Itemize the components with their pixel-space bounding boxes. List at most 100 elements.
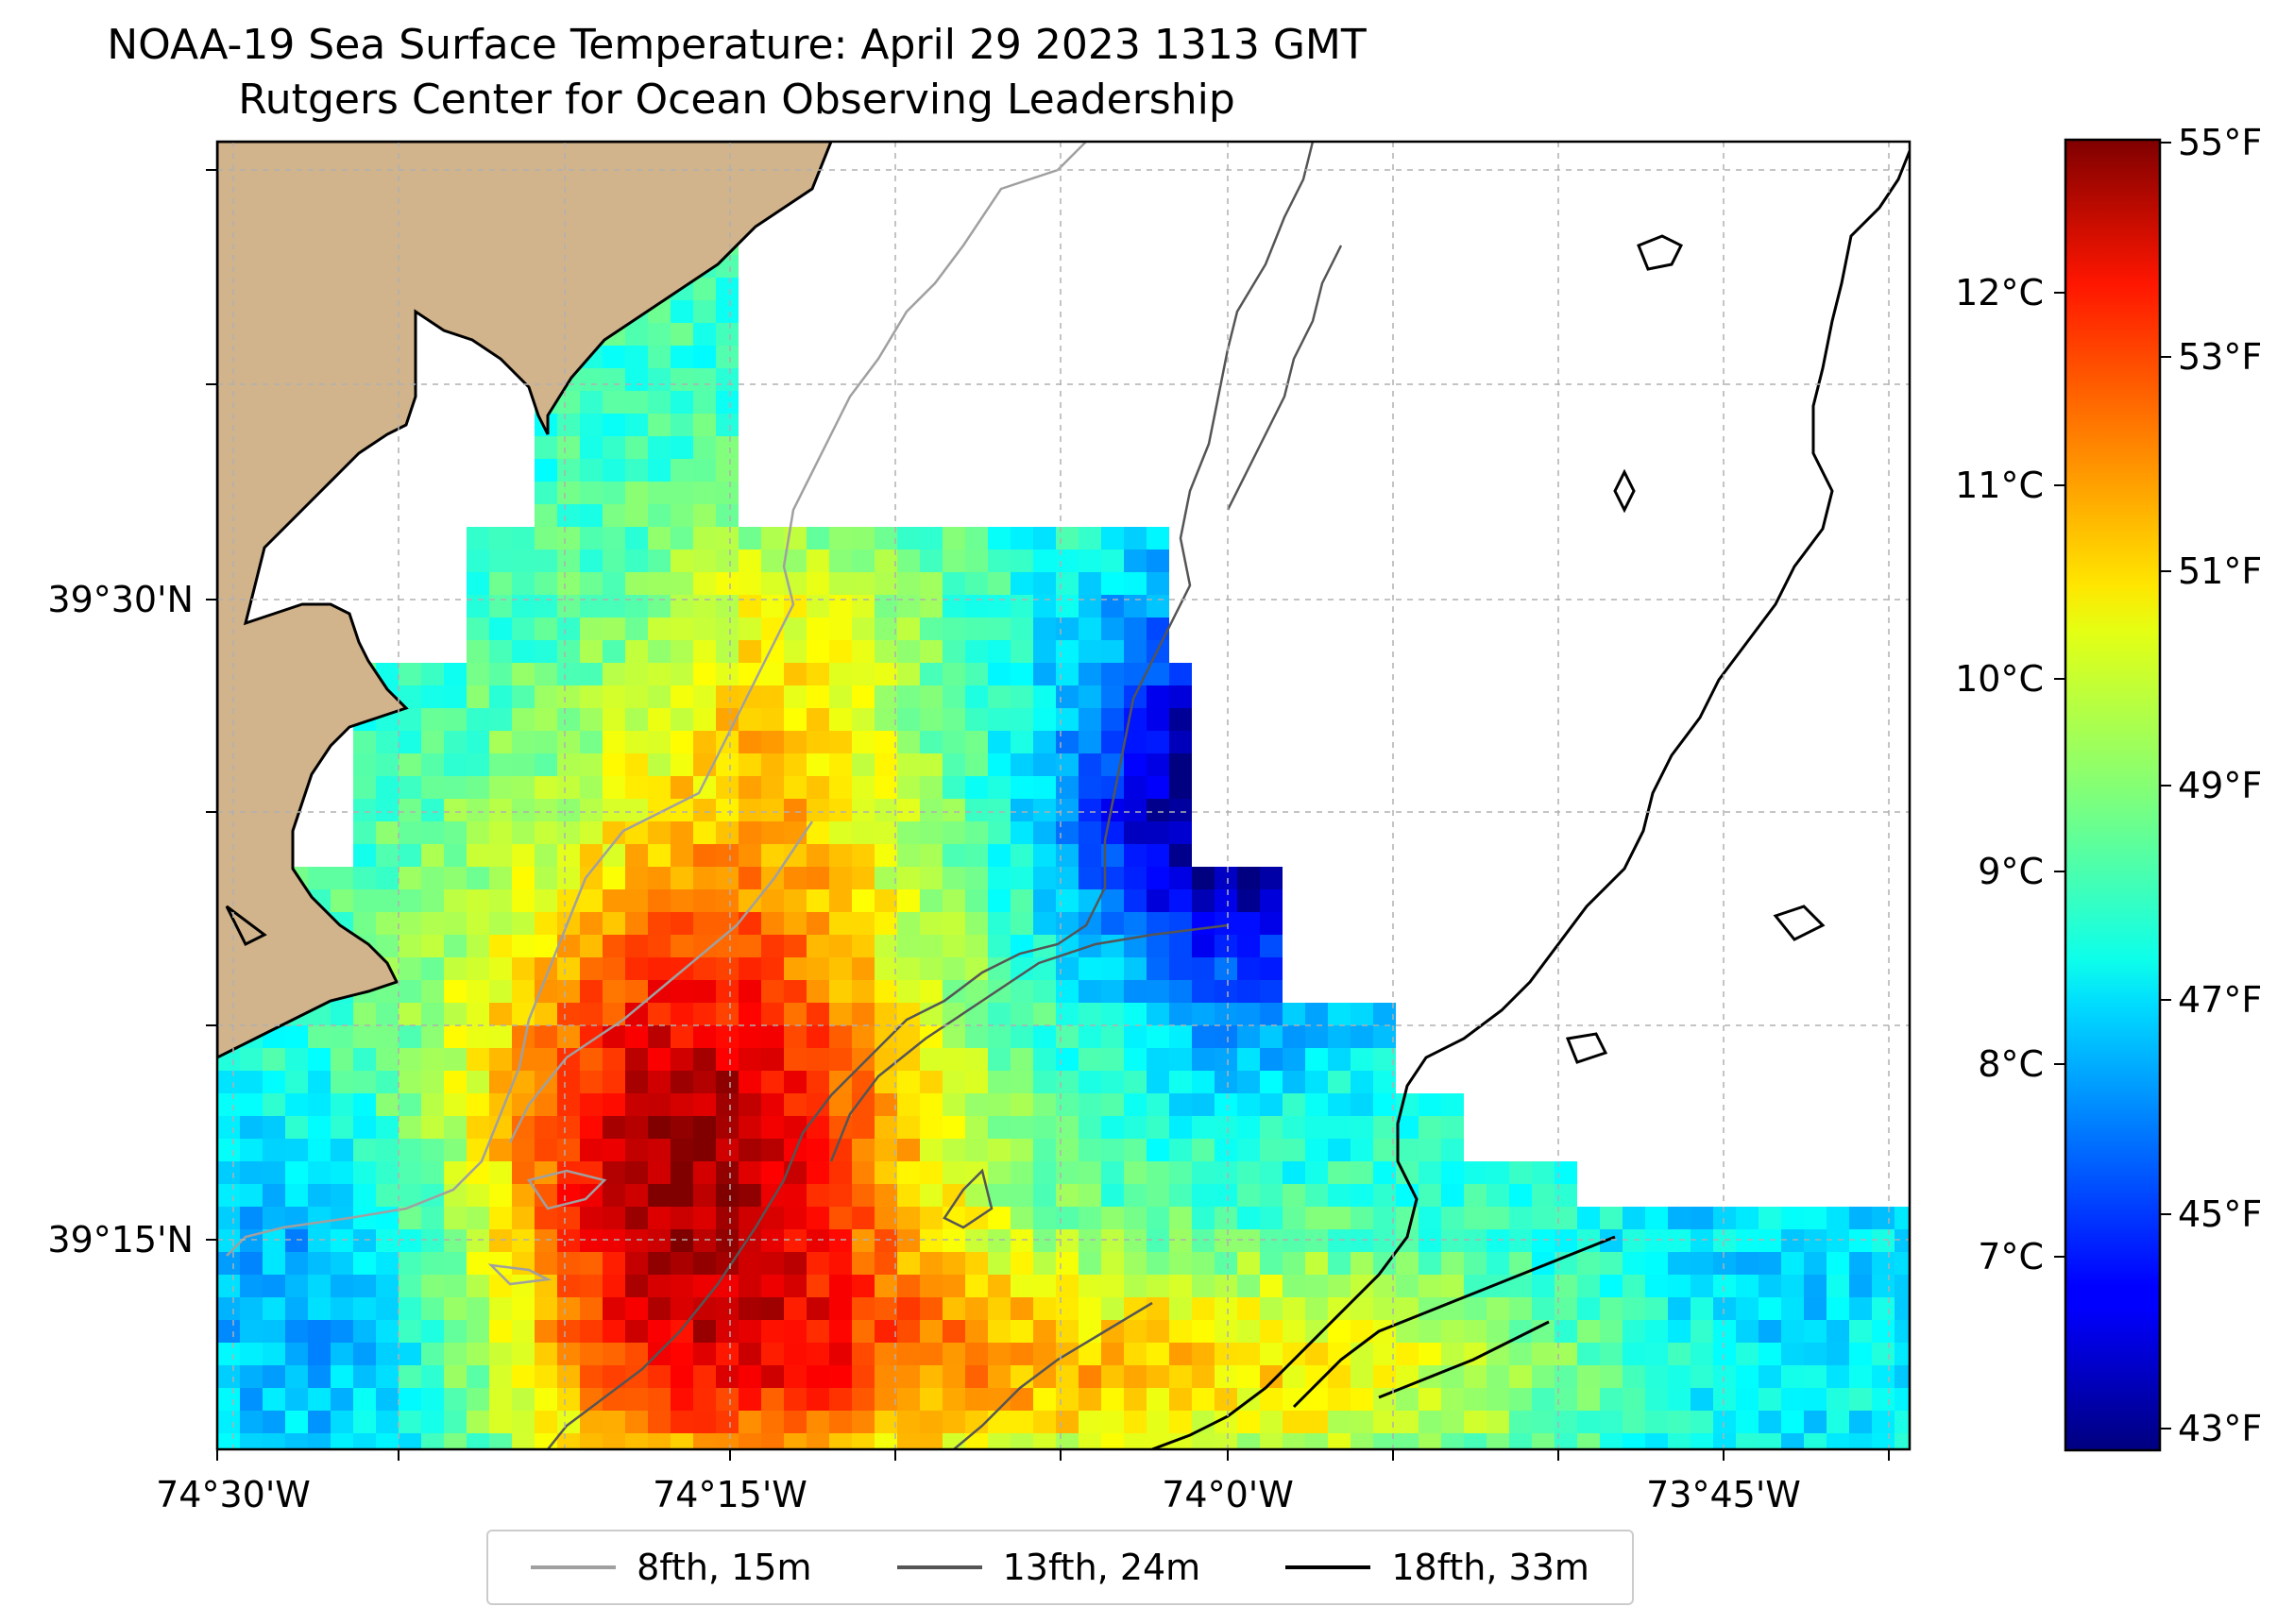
sst-cell: [1079, 1071, 1101, 1093]
sst-cell: [693, 595, 716, 617]
sst-cell: [1056, 1025, 1079, 1048]
sst-cell: [852, 1025, 875, 1048]
sst-cell: [580, 889, 603, 912]
sst-cell: [1260, 1071, 1283, 1093]
sst-cell: [421, 1388, 444, 1411]
sst-cell: [1011, 572, 1033, 595]
sst-cell: [467, 1025, 489, 1048]
sst-cell: [648, 504, 671, 527]
sst-cell: [807, 1388, 829, 1411]
sst-cell: [1101, 889, 1124, 912]
sst-cell: [353, 1252, 376, 1275]
sst-cell: [671, 1411, 693, 1433]
sst-cell: [693, 1411, 716, 1433]
sst-cell: [1033, 799, 1056, 821]
sst-cell: [1283, 1161, 1305, 1184]
sst-cell: [1351, 1411, 1373, 1433]
sst-cell: [807, 980, 829, 1003]
sst-cell: [625, 436, 648, 459]
sst-cell: [784, 821, 807, 844]
sst-cell: [1645, 1365, 1668, 1388]
sst-cell: [807, 844, 829, 867]
sst-cell: [1011, 912, 1033, 935]
sst-cell: [693, 1025, 716, 1048]
sst-cell: [897, 1297, 920, 1320]
sst-cell: [988, 1116, 1011, 1139]
sst-cell: [1441, 1229, 1464, 1252]
sst-cell: [353, 821, 376, 844]
sst-cell: [671, 1139, 693, 1161]
sst-cell: [1079, 1343, 1101, 1365]
sst-cell: [1827, 1320, 1849, 1343]
sst-cell: [943, 1275, 965, 1297]
sst-cell: [1600, 1207, 1623, 1229]
sst-cell: [739, 1343, 761, 1365]
sst-cell: [1215, 867, 1237, 889]
sst-cell: [1305, 1252, 1328, 1275]
sst-cell: [603, 753, 625, 776]
sst-cell: [943, 1252, 965, 1275]
sst-cell: [1169, 799, 1192, 821]
sst-cell: [875, 753, 897, 776]
sst-cell: [1056, 867, 1079, 889]
sst-cell: [852, 1184, 875, 1207]
sst-cell: [965, 844, 988, 867]
sst-cell: [1895, 1365, 1910, 1388]
sst-cell: [807, 1320, 829, 1343]
sst-cell: [263, 1275, 285, 1297]
sst-cell: [1713, 1433, 1736, 1449]
sst-cell: [1169, 980, 1192, 1003]
legend-label: 13fth, 24m: [1002, 1547, 1201, 1588]
sst-cell: [512, 912, 535, 935]
sst-cell: [1600, 1411, 1623, 1433]
sst-cell: [263, 1093, 285, 1116]
sst-cell: [693, 640, 716, 663]
sst-cell: [671, 776, 693, 799]
sst-cell: [625, 1025, 648, 1048]
sst-cell: [1351, 1433, 1373, 1449]
sst-cell: [557, 1275, 580, 1297]
sst-cell: [1509, 1433, 1532, 1449]
colorbar-f-label: 53°F: [2178, 336, 2262, 378]
sst-cell: [467, 572, 489, 595]
legend-item-13fth: 13fth, 24m: [896, 1547, 1201, 1588]
sst-cell: [1441, 1433, 1464, 1449]
sst-cell: [1668, 1365, 1691, 1388]
map-area: [217, 142, 1910, 1449]
sst-cell: [829, 685, 852, 708]
sst-cell: [580, 1229, 603, 1252]
sst-cell: [1101, 572, 1124, 595]
sst-cell: [988, 1071, 1011, 1093]
sst-cell: [920, 889, 943, 912]
sst-cell: [580, 640, 603, 663]
sst-cell: [943, 1411, 965, 1433]
sst-cell: [716, 844, 739, 867]
sst-cell: [1192, 912, 1215, 935]
sst-cell: [693, 1161, 716, 1184]
sst-cell: [399, 844, 421, 867]
sst-cell: [467, 550, 489, 572]
sst-cell: [671, 1433, 693, 1449]
sst-cell: [1351, 1071, 1373, 1093]
sst-cell: [603, 640, 625, 663]
sst-cell: [988, 1297, 1011, 1320]
sst-cell: [1079, 617, 1101, 640]
sst-cell: [716, 1275, 739, 1297]
sst-cell: [217, 1161, 240, 1184]
legend-line-swatch: [896, 1565, 982, 1569]
sst-cell: [1260, 1433, 1283, 1449]
sst-cell: [353, 1207, 376, 1229]
sst-cell: [739, 1275, 761, 1297]
sst-cell: [1736, 1207, 1759, 1229]
sst-cell: [1328, 1229, 1351, 1252]
sst-cell: [1011, 617, 1033, 640]
sst-cell: [852, 617, 875, 640]
sst-cell: [784, 1207, 807, 1229]
sst-cell: [603, 368, 625, 391]
axis-ticks: [206, 169, 1890, 1461]
sst-cell: [399, 1252, 421, 1275]
sst-cell: [671, 1071, 693, 1093]
sst-cell: [1011, 1229, 1033, 1252]
sst-cell: [761, 1139, 784, 1161]
sst-cell: [376, 889, 399, 912]
